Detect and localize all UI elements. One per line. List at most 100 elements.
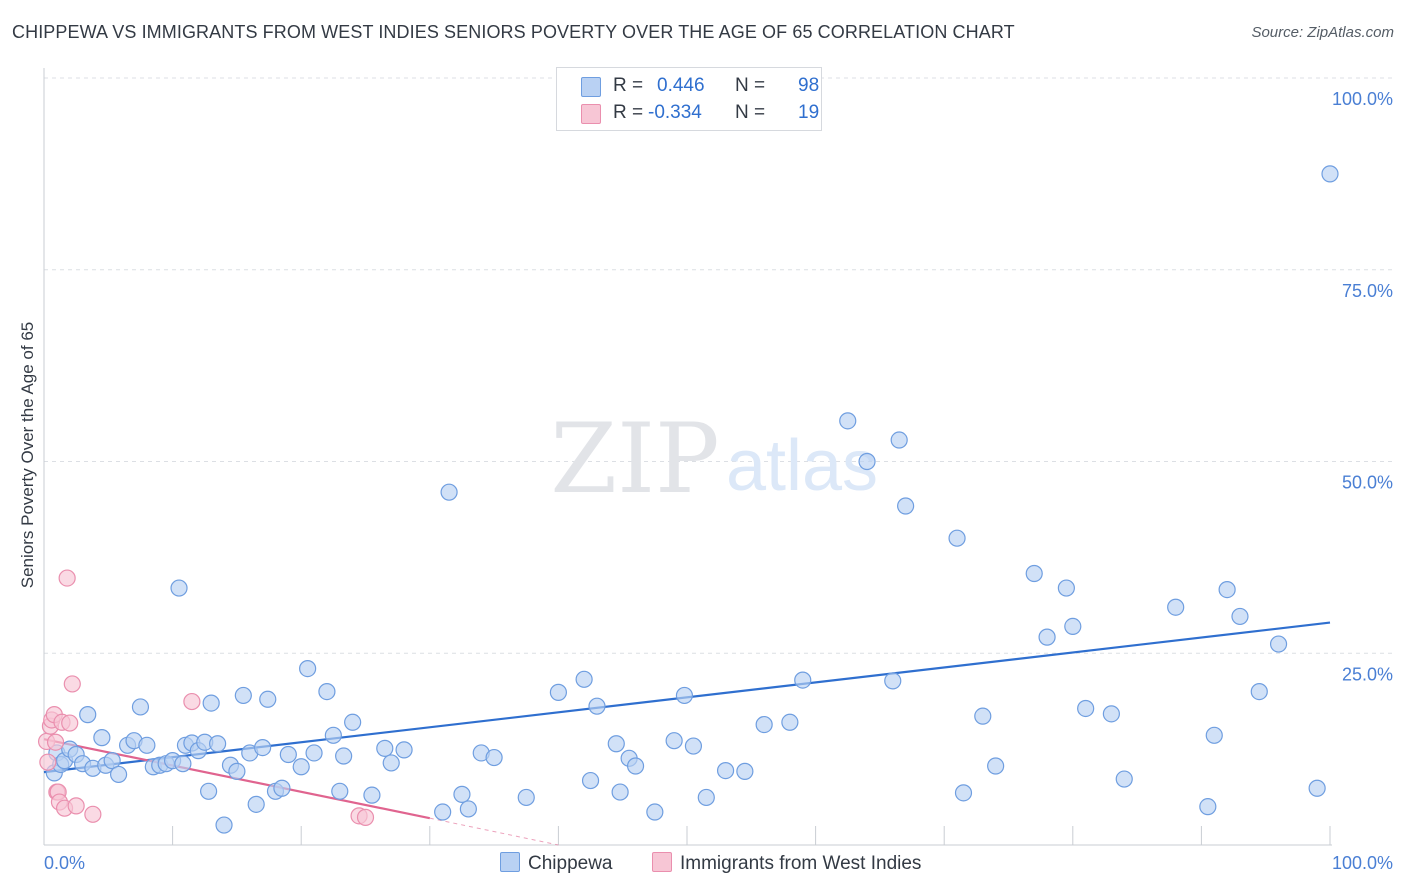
legend-r-label: R = bbox=[613, 102, 644, 123]
chippewa-point bbox=[305, 744, 323, 762]
west-indies-point bbox=[67, 797, 85, 815]
chippewa-point bbox=[1115, 770, 1133, 788]
chippewa-point bbox=[79, 706, 97, 724]
chippewa-point bbox=[858, 452, 876, 471]
axes bbox=[43, 68, 1332, 846]
chippewa-swatch bbox=[581, 77, 601, 97]
legend-r-value: -0.334 bbox=[648, 102, 702, 123]
chippewa-point bbox=[299, 659, 317, 678]
chippewa-point bbox=[292, 758, 310, 776]
chippewa-point bbox=[209, 735, 227, 753]
source-label[interactable]: Source: ZipAtlas.com bbox=[1251, 24, 1394, 41]
chippewa-point bbox=[1199, 798, 1217, 816]
chippewa-point bbox=[1064, 617, 1082, 636]
chippewa-point bbox=[549, 683, 568, 701]
y-axis-label: Seniors Poverty Over the Age of 65 bbox=[18, 321, 37, 589]
chippewa-point bbox=[1077, 699, 1095, 718]
y-tick-label: 75.0% bbox=[1342, 281, 1393, 301]
chippewa-point bbox=[517, 788, 535, 807]
chippewa-point bbox=[987, 757, 1005, 775]
bottom-legend-chippewa[interactable]: Chippewa bbox=[500, 852, 613, 875]
y-tick-label: 50.0% bbox=[1342, 473, 1393, 493]
west-indies-point bbox=[58, 569, 76, 587]
chippewa-point bbox=[1167, 598, 1185, 616]
chippewa-point bbox=[794, 671, 812, 689]
chippewa-point bbox=[1025, 564, 1043, 583]
chippewa-point bbox=[254, 738, 272, 757]
chippewa-point bbox=[1321, 165, 1339, 183]
chippewa-point bbox=[575, 670, 593, 688]
x-tick-label: 0.0% bbox=[44, 853, 85, 873]
chippewa-point bbox=[684, 737, 703, 755]
west-indies-point bbox=[63, 675, 81, 693]
chippewa-point bbox=[363, 786, 381, 804]
chippewa-point bbox=[897, 497, 915, 515]
chippewa-point bbox=[1218, 580, 1236, 599]
chippewa-point bbox=[611, 783, 629, 801]
chippewa-point bbox=[318, 682, 336, 701]
chippewa-point bbox=[1102, 705, 1120, 723]
chippewa-point bbox=[736, 762, 754, 780]
chippewa-point bbox=[1205, 726, 1223, 744]
chippewa-point bbox=[138, 736, 156, 754]
west-indies-swatch bbox=[581, 104, 601, 124]
chippewa-point bbox=[1269, 635, 1288, 653]
chippewa-point bbox=[344, 713, 362, 731]
chippewa-point bbox=[781, 713, 799, 731]
chippewa-point bbox=[202, 694, 220, 712]
chippewa-point bbox=[376, 739, 394, 757]
chippewa-point bbox=[485, 748, 503, 767]
legend-n-value: 98 bbox=[798, 75, 820, 96]
chippewa-point bbox=[665, 732, 683, 750]
chippewa-point bbox=[103, 752, 121, 770]
chippewa-point bbox=[626, 757, 645, 775]
chippewa-point bbox=[324, 726, 342, 744]
chippewa-point bbox=[382, 754, 400, 772]
west-indies-point bbox=[61, 714, 79, 732]
chippewa-point bbox=[247, 795, 265, 813]
west-indies-legend-label: Immigrants from West Indies bbox=[680, 853, 922, 874]
chippewa-swatch bbox=[500, 852, 520, 872]
chippewa-point bbox=[1250, 682, 1268, 701]
west-indies-point bbox=[183, 692, 201, 711]
chippewa-point bbox=[228, 762, 246, 780]
chippewa-point bbox=[974, 707, 992, 725]
chippewa-point bbox=[675, 686, 694, 705]
west-indies-point bbox=[39, 753, 57, 771]
chippewa-point bbox=[581, 771, 600, 790]
chippewa-point bbox=[200, 782, 218, 800]
grid-lines bbox=[44, 77, 1392, 654]
legend-r-value: 0.446 bbox=[657, 75, 705, 96]
chippewa-point bbox=[884, 672, 902, 690]
chippewa-point bbox=[890, 431, 908, 449]
chippewa-legend-label: Chippewa bbox=[528, 853, 613, 874]
legend-n-label: N = bbox=[735, 102, 766, 123]
chippewa-point bbox=[459, 800, 477, 818]
trend-lines bbox=[43, 621, 1331, 846]
chippewa-point bbox=[109, 765, 128, 784]
x-tick-label: 100.0% bbox=[1332, 853, 1393, 873]
watermark-atlas: atlas bbox=[726, 426, 878, 506]
data-points bbox=[37, 165, 1339, 834]
chippewa-point bbox=[1231, 607, 1249, 626]
bottom-legend-west-indies[interactable]: Immigrants from West Indies bbox=[652, 852, 921, 875]
chippewa-point bbox=[839, 412, 857, 430]
chippewa-point bbox=[259, 690, 277, 708]
chippewa-point bbox=[755, 715, 773, 734]
chippewa-point bbox=[215, 816, 233, 834]
chippewa-point bbox=[170, 579, 188, 597]
chart-title: CHIPPEWA VS IMMIGRANTS FROM WEST INDIES … bbox=[12, 22, 1015, 42]
chippewa-point bbox=[1038, 628, 1056, 646]
y-tick-label: 25.0% bbox=[1342, 664, 1393, 684]
correlation-legend: R = 0.446 N = 98 R = -0.334 N = 19 bbox=[556, 67, 822, 131]
west-indies-point bbox=[84, 805, 102, 823]
tick-labels: 25.0% 50.0% 75.0% 100.0% 0.0% 100.0% bbox=[44, 89, 1393, 873]
chippewa-point bbox=[273, 779, 291, 797]
chippewa-point bbox=[279, 745, 297, 764]
legend-r-label: R = bbox=[613, 75, 644, 96]
chippewa-point bbox=[697, 788, 715, 807]
zipatlas-watermark: ZIP atlas bbox=[550, 403, 878, 515]
chippewa-point bbox=[395, 741, 413, 759]
chippewa-point bbox=[174, 755, 192, 773]
